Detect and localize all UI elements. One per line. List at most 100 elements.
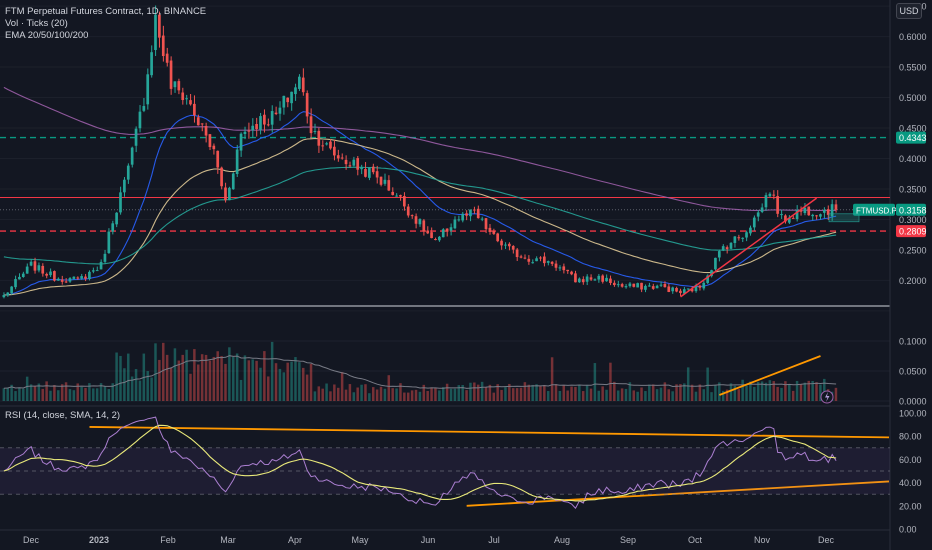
candle-body[interactable] (29, 261, 33, 266)
candle-body[interactable] (325, 143, 328, 145)
candle-body[interactable] (263, 114, 266, 125)
candle-body[interactable] (231, 173, 235, 190)
candle-body[interactable] (679, 290, 682, 294)
candle-body[interactable] (371, 166, 375, 173)
candle-body[interactable] (294, 87, 297, 95)
level-price-tag[interactable] (896, 131, 926, 144)
candle-body[interactable] (340, 157, 344, 159)
candle-body[interactable] (49, 271, 52, 276)
candle-body[interactable] (103, 253, 107, 262)
candle-body[interactable] (519, 256, 523, 258)
candle-body[interactable] (710, 270, 713, 277)
candle-body[interactable] (815, 215, 818, 217)
candle-body[interactable] (204, 125, 208, 136)
candle-body[interactable] (570, 271, 573, 275)
volume-trendline[interactable] (719, 355, 821, 396)
candle-body[interactable] (597, 275, 601, 280)
candle-body[interactable] (21, 273, 25, 278)
candle-body[interactable] (169, 60, 173, 89)
candle-body[interactable] (667, 286, 671, 292)
candle-body[interactable] (56, 278, 60, 281)
candle-body[interactable] (554, 263, 558, 268)
candle-body[interactable] (764, 195, 768, 208)
candle-body[interactable] (243, 131, 247, 135)
candle-body[interactable] (826, 209, 830, 215)
candle-body[interactable] (212, 145, 216, 150)
candle-body[interactable] (41, 265, 45, 274)
candle-body[interactable] (698, 285, 702, 288)
candle-body[interactable] (115, 212, 118, 225)
candle-body[interactable] (2, 295, 6, 298)
candle-body[interactable] (566, 269, 570, 272)
candle-body[interactable] (278, 107, 282, 114)
candle-body[interactable] (158, 14, 161, 38)
candle-body[interactable] (772, 194, 776, 196)
candle-body[interactable] (686, 288, 690, 290)
candle-body[interactable] (745, 232, 748, 238)
candle-body[interactable] (702, 282, 706, 289)
candle-body[interactable] (84, 276, 87, 279)
candle-body[interactable] (682, 289, 686, 294)
candle-body[interactable] (72, 276, 76, 279)
candle-body[interactable] (609, 278, 612, 283)
candle-body[interactable] (251, 125, 255, 131)
candle-body[interactable] (616, 284, 620, 286)
candle-body[interactable] (620, 284, 624, 287)
candle-body[interactable] (6, 292, 10, 296)
candle-body[interactable] (511, 245, 515, 250)
candle-body[interactable] (811, 214, 814, 217)
candle-body[interactable] (496, 233, 500, 242)
candle-body[interactable] (216, 150, 220, 168)
candle-body[interactable] (138, 111, 142, 129)
candle-body[interactable] (628, 283, 632, 287)
candle-body[interactable] (741, 237, 744, 239)
candle-body[interactable] (437, 236, 441, 241)
candle-body[interactable] (480, 218, 484, 220)
candle-body[interactable] (550, 261, 554, 264)
candle-body[interactable] (546, 261, 550, 263)
candle-body[interactable] (25, 266, 29, 274)
last-price-tag[interactable] (896, 203, 926, 216)
candle-body[interactable] (453, 219, 457, 229)
candle-body[interactable] (492, 230, 496, 234)
candle-body[interactable] (422, 220, 426, 232)
candle-body[interactable] (177, 81, 181, 91)
candle-body[interactable] (822, 209, 826, 213)
candle-body[interactable] (791, 217, 795, 219)
candle-body[interactable] (64, 281, 68, 283)
candle-body[interactable] (449, 227, 453, 231)
candle-body[interactable] (721, 246, 725, 251)
candle-body[interactable] (391, 191, 395, 195)
rsi-legend[interactable]: RSI (14, close, SMA, 14, 2) (5, 410, 121, 421)
candle-body[interactable] (126, 165, 130, 180)
candle-body[interactable] (220, 167, 223, 187)
candle-body[interactable] (457, 219, 461, 221)
candle-body[interactable] (134, 128, 138, 146)
candle-body[interactable] (107, 231, 111, 254)
candle-body[interactable] (819, 214, 822, 217)
candle-body[interactable] (33, 261, 37, 271)
candle-body[interactable] (208, 134, 212, 148)
candle-body[interactable] (484, 218, 488, 230)
candle-body[interactable] (321, 145, 325, 147)
candle-body[interactable] (290, 91, 293, 104)
candle-body[interactable] (585, 276, 589, 282)
symbol-tag[interactable] (853, 203, 895, 216)
candle-body[interactable] (784, 215, 787, 222)
candle-body[interactable] (430, 232, 433, 239)
candle-body[interactable] (749, 227, 752, 234)
candle-body[interactable] (305, 93, 309, 117)
candle-body[interactable] (807, 206, 811, 216)
candle-body[interactable] (45, 273, 48, 276)
candle-body[interactable] (632, 283, 636, 287)
candle-body[interactable] (53, 271, 56, 281)
candle-body[interactable] (111, 223, 115, 232)
candle-body[interactable] (733, 236, 737, 243)
candle-body[interactable] (577, 278, 581, 283)
candle-body[interactable] (515, 249, 519, 258)
candle-body[interactable] (99, 261, 103, 270)
candle-body[interactable] (756, 212, 760, 217)
candle-body[interactable] (375, 171, 379, 178)
candle-body[interactable] (445, 228, 449, 232)
